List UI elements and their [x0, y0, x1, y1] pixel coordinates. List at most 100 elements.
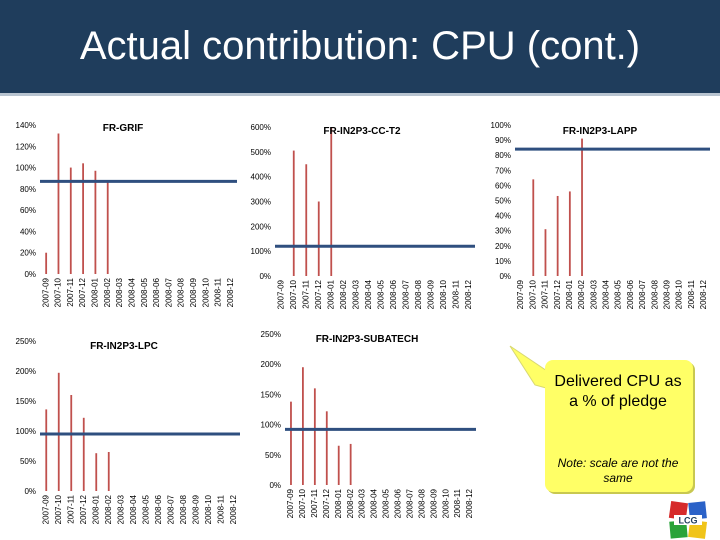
- xtick-label: 2007-10: [528, 279, 537, 309]
- xtick-label: 2008-05: [382, 488, 391, 518]
- xtick-label: 2007-09: [276, 279, 285, 309]
- xtick-label: 2008-01: [326, 279, 335, 309]
- xtick-label: 2008-03: [358, 488, 367, 518]
- bar: [45, 252, 48, 274]
- xtick-label: 2008-02: [104, 494, 113, 524]
- xtick-label: 2007-12: [553, 279, 562, 309]
- bar: [581, 138, 583, 276]
- xtick-label: 2008-04: [602, 279, 611, 309]
- ytick-label: 500%: [251, 148, 271, 157]
- callout-box: [545, 360, 693, 492]
- ytick-label: 300%: [251, 198, 271, 207]
- xtick-label: 2008-02: [577, 279, 586, 309]
- ytick-label: 150%: [16, 397, 36, 406]
- xtick-label: 2008-07: [401, 279, 410, 309]
- xtick-label: 2008-01: [565, 279, 574, 309]
- xtick-label: 2007-09: [41, 277, 50, 307]
- ytick-label: 200%: [16, 367, 36, 376]
- slide-title: Actual contribution: CPU (cont.): [79, 24, 641, 68]
- bar: [290, 401, 292, 485]
- ytick-label: 80%: [495, 151, 511, 160]
- slide-header: [0, 0, 720, 93]
- bar: [107, 452, 110, 491]
- xtick-label: 2008-05: [141, 494, 150, 524]
- xtick-label: 2008-01: [91, 494, 100, 524]
- bar: [292, 150, 295, 276]
- xtick-label: 2008-07: [638, 279, 647, 309]
- xtick-label: 2007-10: [298, 488, 307, 518]
- xtick-label: 2007-12: [314, 279, 323, 309]
- xtick-label: 2008-12: [464, 279, 473, 309]
- ytick-label: 0%: [499, 272, 511, 281]
- bar: [305, 164, 308, 276]
- xtick-label: 2008-06: [389, 279, 398, 309]
- xtick-label: 2008-04: [364, 279, 373, 309]
- xtick-label: 2008-05: [376, 279, 385, 309]
- ytick-label: 250%: [16, 337, 36, 346]
- ytick-label: 90%: [495, 136, 511, 145]
- xtick-label: 2008-06: [626, 279, 635, 309]
- chart-title: FR-IN2P3-LPC: [90, 341, 158, 352]
- ytick-label: 120%: [16, 142, 36, 151]
- header-divider: [0, 93, 720, 96]
- ytick-label: 20%: [20, 249, 36, 258]
- bar: [330, 127, 333, 276]
- xtick-label: 2008-10: [439, 279, 448, 309]
- xtick-label: 2008-01: [91, 277, 100, 307]
- xtick-label: 2008-02: [346, 488, 355, 518]
- xtick-label: 2008-08: [179, 494, 188, 524]
- xtick-label: 2008-05: [614, 279, 623, 309]
- xtick-label: 2007-11: [66, 494, 75, 523]
- xtick-label: 2007-12: [322, 488, 331, 518]
- xtick-label: 2008-03: [351, 279, 360, 309]
- lcg-logo: LCG: [668, 500, 708, 539]
- ytick-label: 600%: [251, 123, 271, 132]
- ytick-label: 100%: [491, 121, 511, 130]
- chart-title: FR-IN2P3-LAPP: [563, 126, 638, 137]
- ytick-label: 0%: [24, 270, 36, 279]
- xtick-label: 2007-11: [310, 488, 319, 517]
- xtick-label: 2007-12: [79, 494, 88, 524]
- xtick-label: 2007-10: [54, 494, 63, 524]
- chart-title: FR-IN2P3-SUBATECH: [316, 334, 419, 345]
- xtick-label: 2008-04: [127, 277, 136, 307]
- xtick-label: 2008-12: [465, 488, 474, 518]
- ytick-label: 50%: [495, 197, 511, 206]
- ytick-label: 250%: [261, 330, 281, 339]
- chart-title: FR-GRIF: [103, 123, 144, 134]
- xtick-label: 2008-08: [417, 488, 426, 518]
- xtick-label: 2008-04: [370, 488, 379, 518]
- ytick-label: 100%: [261, 421, 281, 430]
- xtick-label: 2008-04: [129, 494, 138, 524]
- bar: [302, 367, 304, 485]
- callout-note: Note: scale are not the same: [557, 456, 679, 485]
- xtick-label: 2008-03: [116, 494, 125, 524]
- callout-text: Delivered CPU as a % of pledge: [554, 373, 682, 410]
- xtick-label: 2008-03: [589, 279, 598, 309]
- bar: [556, 195, 559, 276]
- ytick-label: 60%: [20, 206, 36, 215]
- xtick-label: 2008-01: [334, 488, 343, 518]
- ytick-label: 200%: [251, 222, 271, 231]
- xtick-label: 2008-06: [152, 277, 161, 307]
- ytick-label: 30%: [495, 227, 511, 236]
- chart-title: FR-IN2P3-CC-T2: [323, 126, 401, 137]
- xtick-label: 2008-11: [453, 488, 462, 517]
- xtick-label: 2008-11: [214, 277, 223, 306]
- xtick-label: 2008-12: [226, 277, 235, 307]
- xtick-label: 2008-06: [154, 494, 163, 524]
- ytick-label: 50%: [265, 451, 281, 460]
- xtick-label: 2008-09: [429, 488, 438, 518]
- xtick-label: 2008-07: [166, 494, 175, 524]
- ytick-label: 0%: [269, 481, 281, 490]
- xtick-label: 2008-09: [189, 277, 198, 307]
- bar: [313, 388, 316, 485]
- xtick-label: 2008-08: [177, 277, 186, 307]
- ytick-label: 100%: [16, 427, 36, 436]
- ytick-label: 100%: [16, 164, 36, 173]
- xtick-label: 2007-09: [516, 279, 525, 309]
- xtick-label: 2008-08: [650, 279, 659, 309]
- bar: [82, 163, 84, 274]
- bar: [337, 445, 340, 485]
- xtick-label: 2008-07: [405, 488, 414, 518]
